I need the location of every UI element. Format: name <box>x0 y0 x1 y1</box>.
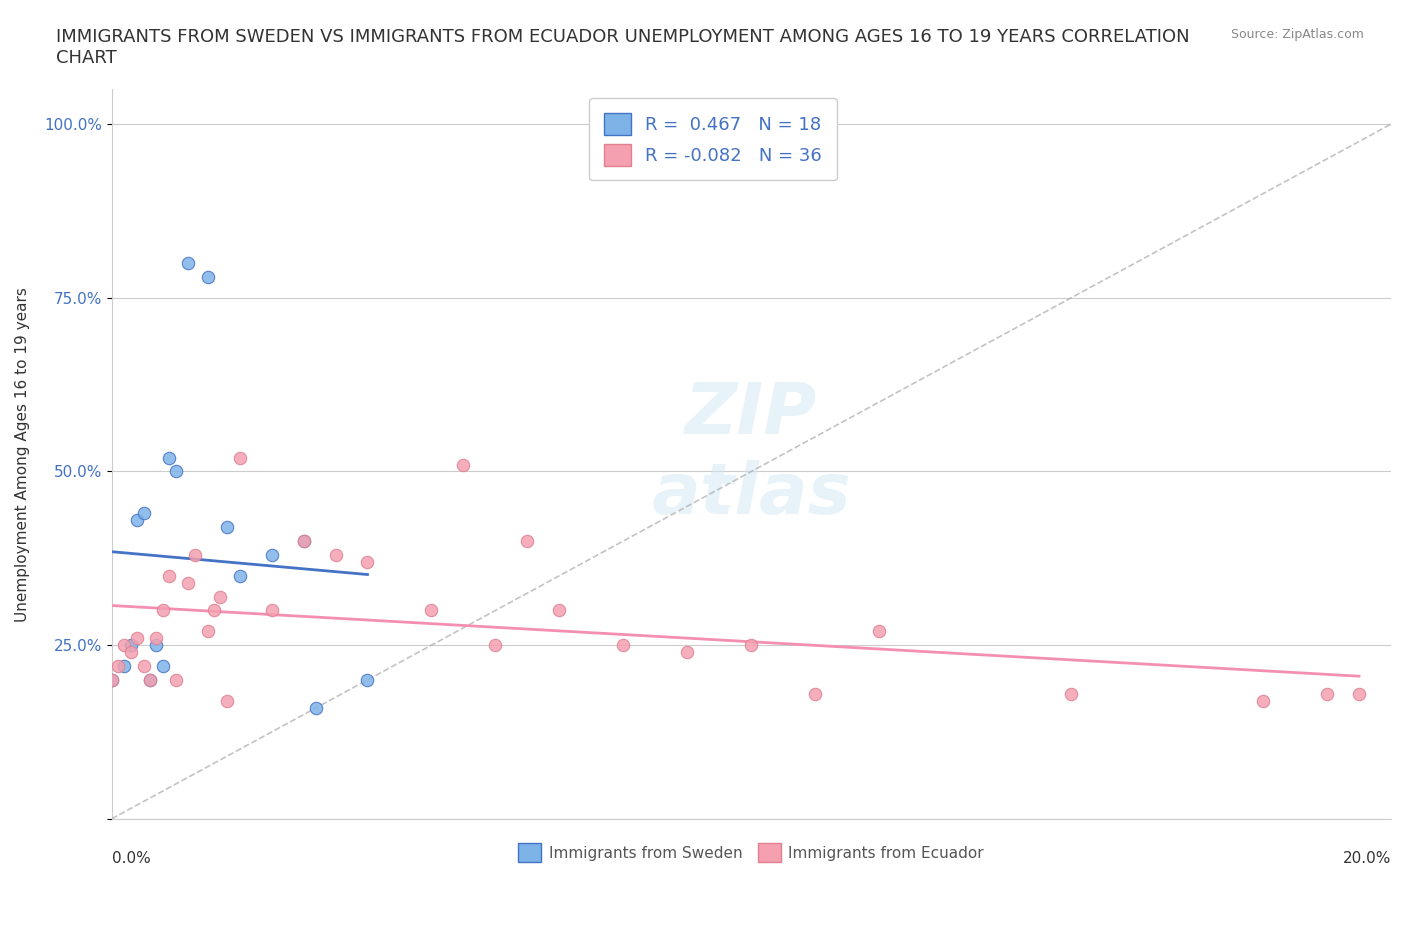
Point <box>305 700 328 715</box>
Point <box>184 548 207 563</box>
Point <box>120 644 142 659</box>
Point <box>145 631 167 645</box>
Point <box>484 638 506 653</box>
Point <box>100 672 122 687</box>
Point <box>1316 686 1339 701</box>
Point <box>165 464 187 479</box>
Point <box>228 450 250 465</box>
Point <box>107 658 129 673</box>
Point <box>1060 686 1083 701</box>
Point <box>197 270 219 285</box>
Point <box>132 506 155 521</box>
Point <box>157 450 180 465</box>
Point <box>112 638 135 653</box>
Point <box>100 672 122 687</box>
Point <box>228 568 250 583</box>
Point <box>139 672 162 687</box>
Point <box>177 256 200 271</box>
Point <box>177 576 200 591</box>
Text: 0.0%: 0.0% <box>111 851 150 866</box>
Point <box>1251 693 1274 708</box>
Point <box>356 672 378 687</box>
Text: IMMIGRANTS FROM SWEDEN VS IMMIGRANTS FROM ECUADOR UNEMPLOYMENT AMONG AGES 16 TO : IMMIGRANTS FROM SWEDEN VS IMMIGRANTS FRO… <box>56 28 1189 67</box>
Point <box>356 554 378 569</box>
Point <box>112 658 135 673</box>
Point <box>139 672 162 687</box>
Point <box>202 603 225 618</box>
Y-axis label: Unemployment Among Ages 16 to 19 years: Unemployment Among Ages 16 to 19 years <box>15 286 30 621</box>
Point <box>804 686 827 701</box>
Text: Source: ZipAtlas.com: Source: ZipAtlas.com <box>1230 28 1364 41</box>
Point <box>1348 686 1371 701</box>
Point <box>868 624 890 639</box>
Point <box>145 638 167 653</box>
Point <box>197 624 219 639</box>
Point <box>292 534 315 549</box>
Point <box>120 638 142 653</box>
Point <box>325 548 347 563</box>
Point <box>215 693 238 708</box>
Point <box>127 512 149 527</box>
Point <box>157 568 180 583</box>
Point <box>127 631 149 645</box>
Point <box>132 658 155 673</box>
Point <box>740 638 762 653</box>
Point <box>215 520 238 535</box>
Legend: Immigrants from Sweden, Immigrants from Ecuador: Immigrants from Sweden, Immigrants from … <box>510 836 991 870</box>
Point <box>612 638 634 653</box>
Point <box>209 589 232 604</box>
Point <box>292 534 315 549</box>
Point <box>516 534 538 549</box>
Point <box>548 603 571 618</box>
Point <box>260 548 283 563</box>
Text: ZIP
atlas: ZIP atlas <box>651 379 851 528</box>
Text: 20.0%: 20.0% <box>1343 851 1391 866</box>
Point <box>420 603 443 618</box>
Point <box>165 672 187 687</box>
Point <box>152 603 174 618</box>
Point <box>453 458 475 472</box>
Point <box>676 644 699 659</box>
Point <box>152 658 174 673</box>
Point <box>260 603 283 618</box>
